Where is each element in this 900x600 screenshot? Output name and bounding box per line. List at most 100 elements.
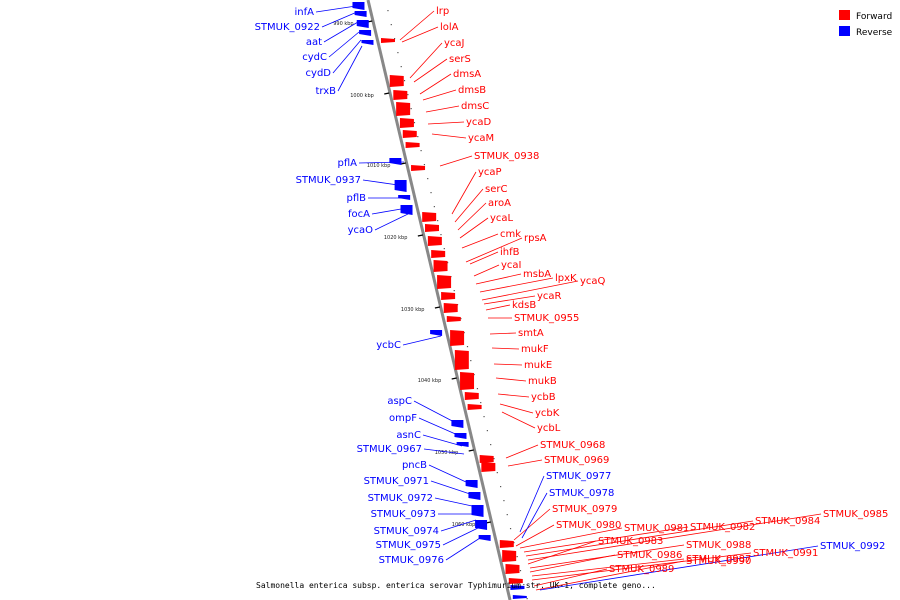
- tick-dot: [460, 318, 462, 320]
- gene-label: STMUK_0981: [624, 523, 689, 534]
- leader-line: [321, 11, 358, 28]
- leader-line: [402, 335, 442, 346]
- tick-dot: [500, 486, 502, 488]
- tick-dot: [407, 94, 409, 96]
- gene-label: STMUK_0983: [598, 536, 663, 547]
- gene-label: STMUK_0988: [686, 540, 751, 551]
- gene-label: ycaM: [468, 133, 494, 144]
- leader-line: [419, 73, 452, 95]
- reverse-gene-block: [510, 585, 525, 590]
- tick-dot: [503, 500, 505, 502]
- leader-line: [529, 554, 616, 573]
- gene-label: mukF: [521, 344, 549, 355]
- leader-line: [499, 403, 534, 414]
- leader-line: [479, 277, 554, 293]
- leader-line: [507, 459, 543, 467]
- forward-gene-block: [481, 462, 496, 472]
- gene-label: msbA: [523, 269, 551, 280]
- tick-dot: [516, 556, 518, 558]
- reverse-gene-block: [471, 505, 484, 517]
- gene-label: infA: [295, 7, 315, 18]
- gene-label: ompF: [389, 413, 417, 424]
- leader-line: [533, 568, 608, 587]
- gene-label: trxB: [315, 86, 336, 97]
- reverse-gene-block: [512, 595, 527, 599]
- leader-line: [481, 280, 579, 301]
- gene-label: STMUK_0972: [368, 493, 433, 504]
- leader-line: [431, 133, 467, 139]
- reverse-gene-block: [352, 2, 365, 10]
- gene-label: STMUK_0975: [376, 540, 441, 551]
- leader-line: [337, 45, 363, 92]
- kbp-tick-label: 1000 kbp: [350, 93, 374, 99]
- gene-label: pncB: [402, 460, 427, 471]
- gene-label: cmk: [500, 229, 521, 240]
- gene-label: pflA: [338, 158, 358, 169]
- label-leader-lines: [315, 5, 822, 591]
- leader-line: [459, 217, 489, 239]
- forward-gene-block: [508, 578, 523, 584]
- tick-dot: [420, 150, 422, 152]
- gene-label: aat: [306, 37, 322, 48]
- gene-label: STMUK_0922: [255, 22, 320, 33]
- gene-label: STMUK_0987: [686, 554, 751, 565]
- leader-line: [434, 497, 473, 507]
- gene-label: mukE: [524, 360, 552, 371]
- forward-gene-block: [446, 316, 461, 322]
- gene-label: ycaI: [501, 260, 522, 271]
- gene-label: cydC: [302, 52, 327, 63]
- forward-gene-block: [431, 250, 446, 258]
- tick-dot: [490, 444, 492, 446]
- gene-label: pflB: [346, 193, 366, 204]
- gene-label: dmsB: [458, 85, 486, 96]
- leader-line: [315, 5, 357, 13]
- tick-dot: [466, 346, 469, 348]
- leader-line: [422, 89, 457, 101]
- legend-label-reverse: Reverse: [856, 28, 893, 38]
- genome-caption: Salmonella enterica subsp. enterica sero…: [256, 581, 656, 590]
- leader-line: [454, 188, 484, 223]
- tick-dot: [400, 66, 402, 68]
- tick-dot: [410, 108, 412, 110]
- leader-line: [489, 332, 517, 335]
- forward-gene-block: [502, 550, 517, 562]
- forward-gene-block: [505, 564, 520, 574]
- tick-dot: [430, 192, 432, 194]
- kbp-tick-label: 1030 kbp: [401, 307, 425, 313]
- leader-line: [513, 508, 551, 541]
- gene-label: STMUK_0979: [552, 504, 617, 515]
- leader-line: [430, 480, 471, 495]
- reverse-gene-block: [398, 195, 411, 200]
- kbp-tick-label: 1010 kbp: [367, 163, 391, 169]
- gene-label: ycaD: [466, 117, 492, 128]
- reverse-gene-block: [400, 205, 413, 215]
- gene-label: STMUK_0969: [544, 455, 609, 466]
- tick-dot: [470, 360, 472, 362]
- tick-dot: [493, 458, 495, 460]
- reverse-gene-block: [475, 520, 488, 530]
- tick-dot: [393, 38, 396, 40]
- kbp-tick-mark: [468, 449, 474, 452]
- kbp-tick-mark: [384, 92, 390, 95]
- leader-line: [493, 363, 523, 366]
- forward-gene-block: [393, 90, 408, 100]
- leader-line: [515, 524, 555, 547]
- gene-label: dmsA: [453, 69, 481, 80]
- tick-dot: [496, 472, 498, 474]
- kbp-ticks: 990 kbp 1000 kbp 1010 kbp 1020 kbp 1030 kbp 1…: [333, 20, 491, 528]
- legend-label-forward: Forward: [856, 12, 892, 22]
- forward-gene-block: [425, 224, 440, 232]
- leader-line: [531, 558, 685, 577]
- gene-label: lpxK: [555, 273, 577, 284]
- gene-label: STMUK_0976: [379, 555, 444, 566]
- reverse-gene-block: [361, 40, 374, 45]
- kbp-tick-mark: [451, 377, 457, 380]
- gene-label: STMUK_0984: [755, 516, 820, 527]
- reverse-gene-block: [354, 11, 367, 17]
- leader-line: [427, 121, 465, 125]
- leader-line: [523, 526, 689, 553]
- reverse-gene-block: [454, 433, 467, 439]
- forward-gene-block: [380, 38, 395, 43]
- forward-gene-block: [411, 165, 426, 171]
